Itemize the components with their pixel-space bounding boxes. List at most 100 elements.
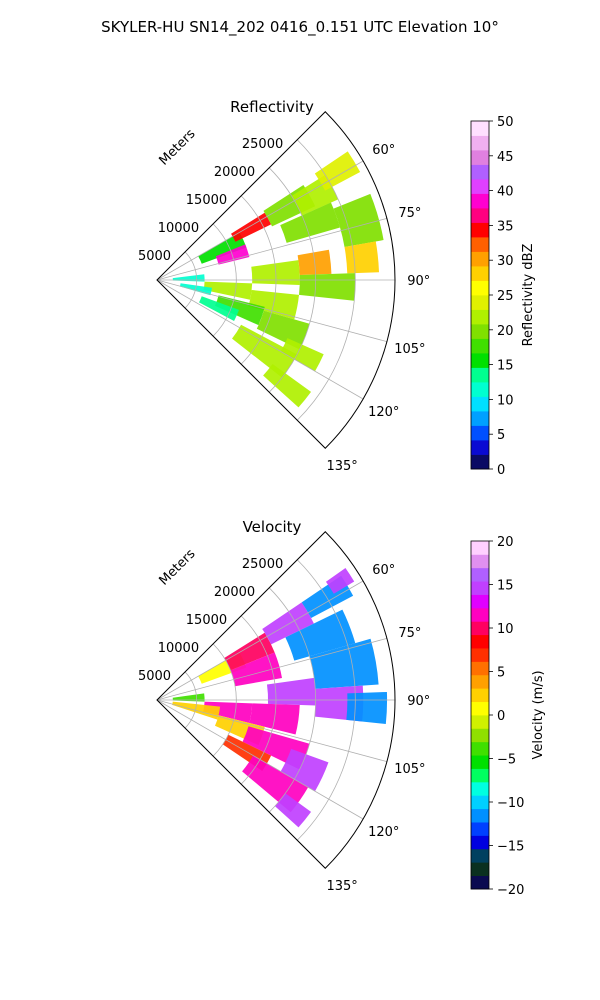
reflectivity-azimuth-tick-label-0: 60° <box>372 143 395 158</box>
reflectivity-colorbar-segment-16 <box>471 222 489 238</box>
velocity-colorbar-segment-1 <box>471 862 489 877</box>
reflectivity-echo-cell-18 <box>199 296 239 321</box>
velocity-colorbar-segment-5 <box>471 808 489 823</box>
velocity-colorbar-segment-23 <box>471 567 489 582</box>
reflectivity-colorbar: 0 5 10 15 20 25 30 35 40 45 50 <box>470 115 514 478</box>
reflectivity-echo-cell-15 <box>214 295 265 326</box>
reflectivity-echo-cell-8 <box>333 193 384 247</box>
velocity-colorbar-label: Velocity (m/s) <box>531 670 546 759</box>
reflectivity-colorbar-segment-4 <box>471 396 489 412</box>
reflectivity-echo-cell-16 <box>256 310 310 350</box>
reflectivity-range-tick-label-0: 5000 <box>138 249 171 264</box>
velocity-colorbar-segment-16 <box>471 661 489 676</box>
reflectivity-echo-cell-17 <box>280 338 324 372</box>
reflectivity-title: Reflectivity <box>230 98 314 116</box>
velocity-colorbar-segment-20 <box>471 607 489 622</box>
velocity-echo-cell-2 <box>224 632 275 671</box>
velocity-azimuth-tick-label-5: 135° <box>326 879 357 894</box>
velocity-frame-outline <box>156 531 396 869</box>
reflectivity-echo-cell-1 <box>198 232 247 264</box>
reflectivity-colorbar-tick-label-4: 20 <box>497 324 514 339</box>
velocity-colorbar-segment-9 <box>471 755 489 769</box>
velocity-colorbar-segment-15 <box>471 674 489 689</box>
velocity-colorbar-segment-12 <box>471 715 489 729</box>
reflectivity-echo-cell-0 <box>172 274 205 282</box>
reflectivity-azimuth-spoke-1 <box>156 218 387 281</box>
velocity-range-ticks: 5000 10000 15000 20000 25000 <box>138 557 283 684</box>
reflectivity-range-ticks: 5000 10000 15000 20000 25000 <box>138 137 283 264</box>
velocity-range-tick-label-3: 20000 <box>214 585 255 600</box>
reflectivity-range-tick-label-3: 20000 <box>214 165 255 180</box>
velocity-echo-cell-17 <box>280 748 329 792</box>
velocity-colorbar-tick-label-0: −20 <box>497 883 524 898</box>
velocity-azimuth-tick-label-2: 90° <box>407 694 430 709</box>
reflectivity-colorbar-segment-12 <box>471 280 489 296</box>
reflectivity-sector-frame <box>156 111 396 449</box>
reflectivity-azimuth-spoke-4 <box>156 279 364 400</box>
velocity-colorbar-segment-4 <box>471 822 489 836</box>
reflectivity-colorbar-segment-7 <box>471 353 489 368</box>
velocity-colorbar-segment-19 <box>471 621 489 636</box>
velocity-azimuth-tick-label-1: 75° <box>398 626 421 641</box>
reflectivity-echo-cell-20 <box>263 363 312 408</box>
reflectivity-colorbar-tick-label-2: 10 <box>497 393 514 408</box>
reflectivity-colorbar-tick-label-3: 15 <box>497 359 514 374</box>
reflectivity-echo-cell-13 <box>203 281 253 300</box>
velocity-colorbar-tick-label-6: 10 <box>497 622 514 637</box>
velocity-echo-cells <box>172 568 388 828</box>
velocity-range-tick-label-4: 25000 <box>242 557 283 572</box>
reflectivity-colorbar-label: Reflectivity dBZ <box>521 244 536 347</box>
velocity-colorbar-segment-8 <box>471 768 489 783</box>
velocity-azimuth-spoke-0 <box>156 580 364 701</box>
velocity-colorbar-segment-6 <box>471 795 489 810</box>
velocity-colorbar-tick-label-8: 20 <box>497 535 514 550</box>
reflectivity-colorbar-tick-label-8: 40 <box>497 185 514 200</box>
reflectivity-colorbar-segment-0 <box>471 454 489 470</box>
velocity-colorbar-tick-label-1: −15 <box>497 840 524 855</box>
velocity-azimuth-spoke-3 <box>156 699 387 762</box>
reflectivity-colorbar-segment-21 <box>471 150 489 165</box>
reflectivity-colorbar-segment-19 <box>471 179 489 194</box>
reflectivity-colorbar-segment-23 <box>471 121 489 136</box>
velocity-colorbar-segment-2 <box>471 848 489 863</box>
reflectivity-echo-cell-7 <box>280 202 341 243</box>
velocity-panel: Velocity 5000 10000 15000 20000 25000 60° 75°… <box>138 518 546 898</box>
velocity-colorbar-tick-label-4: 0 <box>497 709 505 724</box>
velocity-echo-cell-7 <box>285 609 356 661</box>
velocity-colorbar: −20 −15 −10 −5 0 5 10 15 20 <box>470 535 524 898</box>
reflectivity-echo-cell-19 <box>232 324 298 378</box>
velocity-colorbar-segment-0 <box>471 875 489 890</box>
reflectivity-colorbar-tick-label-0: 0 <box>497 463 505 478</box>
velocity-range-tick-label-2: 15000 <box>186 613 227 628</box>
reflectivity-azimuth-tick-label-5: 135° <box>326 459 357 474</box>
velocity-colorbar-tick-label-3: −5 <box>497 753 516 768</box>
velocity-echo-cell-11 <box>346 691 388 725</box>
reflectivity-colorbar-segment-15 <box>471 237 489 252</box>
reflectivity-range-tick-label-1: 10000 <box>158 221 199 236</box>
reflectivity-panel: Reflectivity 5000 10000 15000 20000 25000 60… <box>138 98 536 478</box>
reflectivity-range-tick-label-4: 25000 <box>242 137 283 152</box>
reflectivity-colorbar-tick-label-6: 30 <box>497 254 514 269</box>
reflectivity-azimuth-spoke-0 <box>156 160 364 281</box>
velocity-echo-cell-4 <box>262 602 314 645</box>
velocity-colorbar-segment-18 <box>471 634 489 649</box>
velocity-colorbar-segment-10 <box>471 741 489 756</box>
figure-title: SKYLER-HU SN14_202 0416_0.151 UTC Elevat… <box>101 18 499 37</box>
reflectivity-echo-cell-3 <box>231 212 272 242</box>
reflectivity-colorbar-segment-18 <box>471 193 489 209</box>
velocity-range-tick-label-0: 5000 <box>138 669 171 684</box>
reflectivity-azimuth-spoke-3 <box>156 279 387 342</box>
reflectivity-colorbar-tick-label-5: 25 <box>497 289 514 304</box>
reflectivity-echo-cell-10 <box>344 241 379 274</box>
velocity-colorbar-segment-25 <box>471 541 489 555</box>
reflectivity-colorbar-tick-label-10: 50 <box>497 115 514 130</box>
reflectivity-colorbar-segment-13 <box>471 266 489 281</box>
velocity-echo-cell-8 <box>309 638 379 689</box>
velocity-azimuth-tick-label-4: 120° <box>368 825 399 840</box>
reflectivity-azimuth-tick-label-4: 120° <box>368 405 399 420</box>
reflectivity-echo-cells <box>172 151 384 408</box>
velocity-colorbar-segment-3 <box>471 835 489 850</box>
velocity-colorbar-segment-11 <box>471 728 489 743</box>
reflectivity-colorbar-segment-11 <box>471 295 489 310</box>
